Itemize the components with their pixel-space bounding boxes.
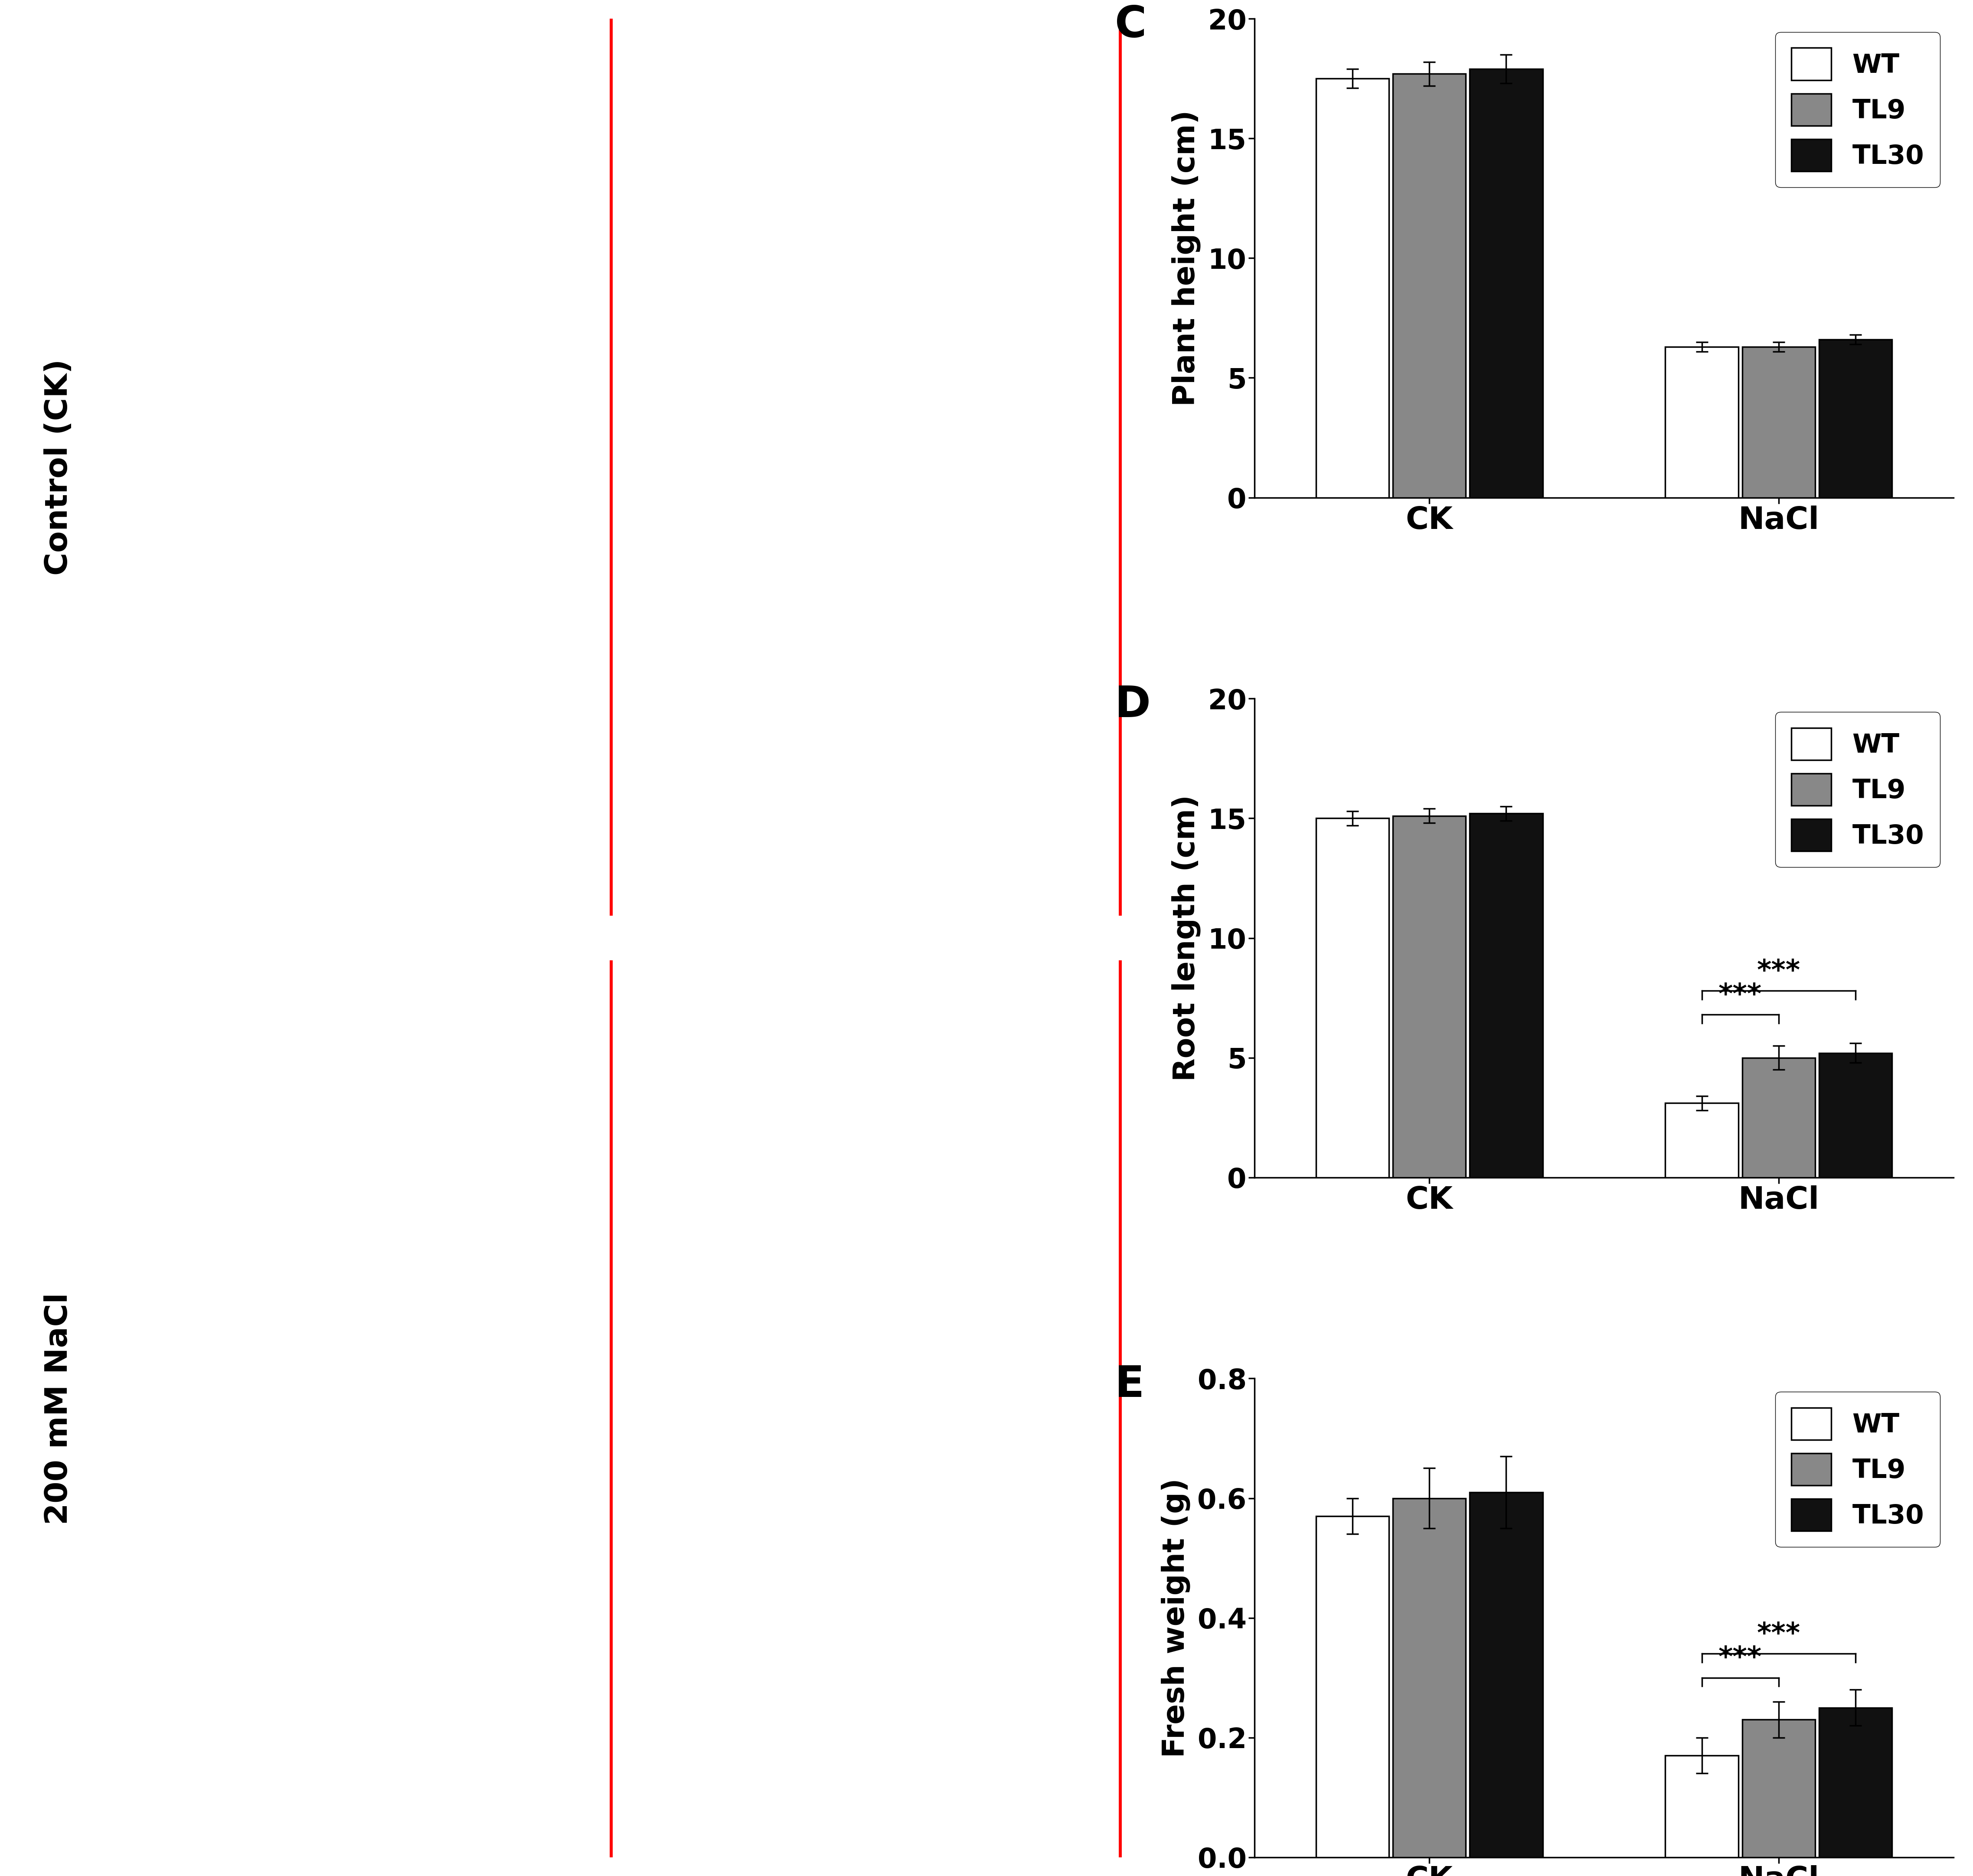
Bar <box>1393 73 1466 497</box>
Bar <box>1470 1491 1543 1857</box>
Text: TL30: TL30 <box>939 987 1030 1021</box>
Legend: WT, TL9, TL30: WT, TL9, TL30 <box>1776 32 1939 188</box>
Text: TL9: TL9 <box>408 987 477 1021</box>
Text: D: D <box>1115 685 1150 726</box>
Bar <box>1665 347 1738 497</box>
Bar <box>1393 1499 1466 1857</box>
Text: TL9: TL9 <box>408 45 477 79</box>
Text: WT: WT <box>219 45 278 79</box>
Bar <box>1316 818 1389 1178</box>
Bar <box>1665 1103 1738 1178</box>
Legend: WT, TL9, TL30: WT, TL9, TL30 <box>1776 711 1939 867</box>
Text: E: E <box>1115 1364 1144 1407</box>
Bar <box>1393 816 1466 1178</box>
Bar <box>1819 1707 1892 1857</box>
Bar <box>1742 1058 1815 1178</box>
Text: WT: WT <box>738 45 799 79</box>
Text: 200 mM NaCl: 200 mM NaCl <box>43 1293 73 1525</box>
Text: ***: *** <box>1718 981 1762 1009</box>
Text: WT: WT <box>219 987 278 1021</box>
Y-axis label: Plant height (cm): Plant height (cm) <box>1172 111 1202 407</box>
Bar <box>1819 340 1892 497</box>
Text: ***: *** <box>1718 1645 1762 1672</box>
Bar <box>1742 1720 1815 1857</box>
Bar <box>1470 814 1543 1178</box>
Bar <box>1316 79 1389 497</box>
Text: A: A <box>140 45 174 88</box>
Bar <box>1665 1756 1738 1857</box>
Text: ***: *** <box>1756 1621 1799 1647</box>
Text: B: B <box>140 987 174 1030</box>
Text: WT: WT <box>738 987 799 1021</box>
Text: ***: *** <box>1756 959 1799 985</box>
Y-axis label: Root length (cm): Root length (cm) <box>1172 795 1202 1081</box>
Bar <box>1819 1052 1892 1178</box>
Bar <box>1742 347 1815 497</box>
Legend: WT, TL9, TL30: WT, TL9, TL30 <box>1776 1392 1939 1548</box>
Bar <box>1470 69 1543 497</box>
Bar <box>1316 1516 1389 1857</box>
Text: C: C <box>1115 4 1146 47</box>
Text: Control (CK): Control (CK) <box>43 358 73 576</box>
Text: TL30: TL30 <box>939 45 1030 79</box>
Y-axis label: Fresh weight (g): Fresh weight (g) <box>1160 1478 1190 1758</box>
